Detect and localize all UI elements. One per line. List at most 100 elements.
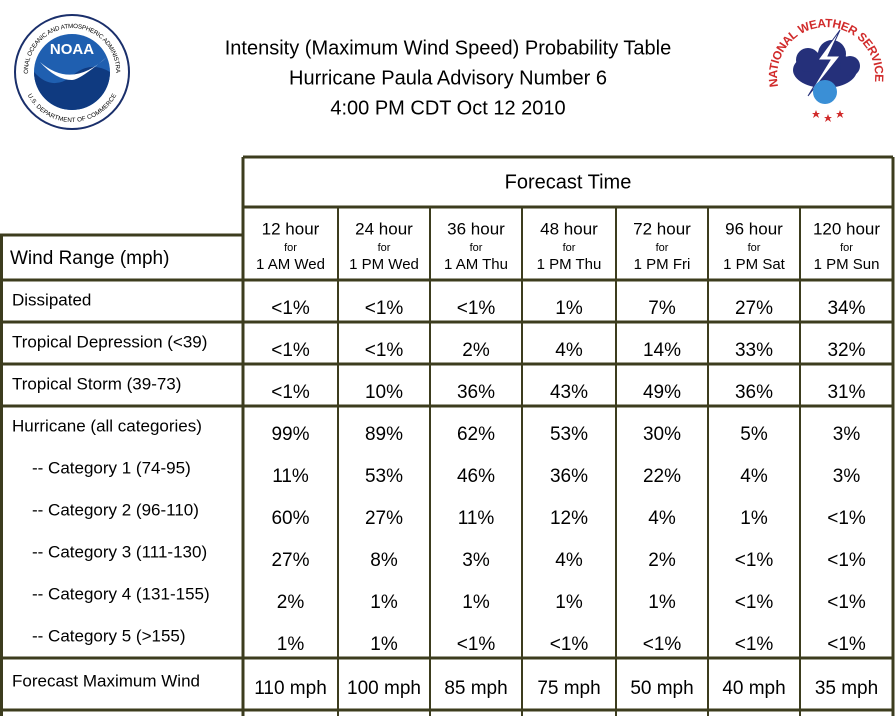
cell-value: 99% bbox=[271, 424, 309, 445]
cell-value: 8% bbox=[370, 550, 398, 571]
title: Intensity (Maximum Wind Speed) Probabili… bbox=[225, 37, 671, 119]
cell-value: <1% bbox=[735, 634, 774, 655]
column-hour: 24 hour bbox=[355, 219, 413, 238]
cell-value: 62% bbox=[457, 424, 495, 445]
cell-value: <1% bbox=[643, 634, 682, 655]
column-hour: 12 hour bbox=[262, 219, 320, 238]
column-for: for bbox=[284, 242, 297, 254]
cell-value: 53% bbox=[365, 466, 403, 487]
cell-value: 27% bbox=[271, 550, 309, 571]
row-label: Dissipated bbox=[12, 290, 91, 309]
title-line: 4:00 PM CDT Oct 12 2010 bbox=[330, 97, 565, 119]
cell-value: <1% bbox=[457, 298, 496, 319]
cell-value: 4% bbox=[555, 550, 583, 571]
column-for: for bbox=[840, 242, 853, 254]
cell-value: <1% bbox=[457, 634, 496, 655]
cell-value: 4% bbox=[555, 340, 583, 361]
cell-value: 2% bbox=[462, 340, 490, 361]
cell-value: <1% bbox=[550, 634, 589, 655]
cell-value: 50 mph bbox=[630, 678, 693, 699]
cell-value: 49% bbox=[643, 382, 681, 403]
cell-value: 22% bbox=[643, 466, 681, 487]
table-rules bbox=[0, 155, 895, 716]
column-for: for bbox=[748, 242, 761, 254]
cell-value: 36% bbox=[457, 382, 495, 403]
title-line: Intensity (Maximum Wind Speed) Probabili… bbox=[225, 37, 671, 59]
cell-value: 46% bbox=[457, 466, 495, 487]
column-for: for bbox=[470, 242, 483, 254]
cell-value: 35 mph bbox=[815, 678, 878, 699]
cell-value: 7% bbox=[648, 298, 676, 319]
row-label: Tropical Storm (39-73) bbox=[12, 374, 181, 393]
cell-value: 1% bbox=[370, 592, 398, 613]
cell-value: 110 mph bbox=[254, 678, 327, 699]
row-header: Wind Range (mph) bbox=[10, 248, 169, 269]
column-time: 1 AM Thu bbox=[444, 256, 508, 273]
cell-value: 3% bbox=[833, 466, 861, 487]
row-label: Hurricane (all categories) bbox=[12, 416, 202, 435]
cell-value: 33% bbox=[735, 340, 773, 361]
cell-value: <1% bbox=[735, 550, 774, 571]
column-for: for bbox=[656, 242, 669, 254]
cell-value: <1% bbox=[827, 508, 866, 529]
cell-value: 53% bbox=[550, 424, 588, 445]
cell-value: 31% bbox=[827, 382, 865, 403]
cell-value: 1% bbox=[277, 634, 305, 655]
cell-value: 11% bbox=[272, 466, 309, 487]
cell-value: 10% bbox=[365, 382, 403, 403]
column-hour: 72 hour bbox=[633, 219, 691, 238]
column-time: 1 PM Sat bbox=[723, 256, 786, 273]
cell-value: 30% bbox=[643, 424, 681, 445]
cell-value: <1% bbox=[827, 550, 866, 571]
column-time: 1 PM Wed bbox=[349, 256, 419, 273]
cell-value: 1% bbox=[555, 298, 583, 319]
cell-value: 60% bbox=[271, 508, 309, 529]
cell-value: <1% bbox=[365, 340, 404, 361]
cell-value: 36% bbox=[550, 466, 588, 487]
row-label: Tropical Depression (<39) bbox=[12, 332, 207, 351]
title-line: Hurricane Paula Advisory Number 6 bbox=[289, 67, 607, 89]
cell-value: 3% bbox=[462, 550, 490, 571]
row-label: -- Category 2 (96-110) bbox=[32, 500, 199, 519]
row-label: -- Category 4 (131-155) bbox=[32, 584, 210, 603]
cell-value: <1% bbox=[827, 634, 866, 655]
cell-value: 27% bbox=[735, 298, 773, 319]
cell-value: 85 mph bbox=[444, 678, 507, 699]
cell-value: 34% bbox=[827, 298, 865, 319]
cell-value: 2% bbox=[277, 592, 305, 613]
cell-value: 27% bbox=[365, 508, 403, 529]
column-time: 1 PM Thu bbox=[537, 256, 602, 273]
column-hour: 96 hour bbox=[725, 219, 783, 238]
cell-value: 11% bbox=[458, 508, 495, 529]
forecast-time-header: Forecast Time bbox=[505, 171, 632, 193]
cell-value: 14% bbox=[643, 340, 681, 361]
cell-value: 1% bbox=[370, 634, 398, 655]
cell-value: 2% bbox=[648, 550, 676, 571]
column-hour: 48 hour bbox=[540, 219, 598, 238]
column-time: 1 AM Wed bbox=[256, 256, 325, 273]
cell-value: 75 mph bbox=[537, 678, 600, 699]
cell-value: 32% bbox=[827, 340, 865, 361]
cell-value: 3% bbox=[833, 424, 861, 445]
noaa-text: NOAA bbox=[50, 41, 94, 58]
column-hour: 120 hour bbox=[813, 219, 880, 238]
cell-value: 12% bbox=[550, 508, 588, 529]
cell-value: 43% bbox=[550, 382, 588, 403]
cell-value: <1% bbox=[271, 298, 310, 319]
cell-value: 36% bbox=[735, 382, 773, 403]
row-label: -- Category 5 (>155) bbox=[32, 626, 186, 645]
column-for: for bbox=[563, 242, 576, 254]
row-label: -- Category 1 (74-95) bbox=[32, 458, 191, 477]
cell-value: 1% bbox=[648, 592, 676, 613]
column-time: 1 PM Sun bbox=[814, 256, 880, 273]
cell-value: 1% bbox=[555, 592, 583, 613]
cell-value: <1% bbox=[735, 592, 774, 613]
nws-logo: NATIONAL WEATHER SERVICE bbox=[766, 16, 886, 122]
cell-value: <1% bbox=[365, 298, 404, 319]
cell-value: 4% bbox=[740, 466, 768, 487]
column-hour: 36 hour bbox=[447, 219, 505, 238]
table: Forecast Time Wind Range (mph) 12 hour for 1… bbox=[10, 171, 880, 699]
cell-value: 40 mph bbox=[722, 678, 785, 699]
row-label: Forecast Maximum Wind bbox=[12, 671, 200, 690]
